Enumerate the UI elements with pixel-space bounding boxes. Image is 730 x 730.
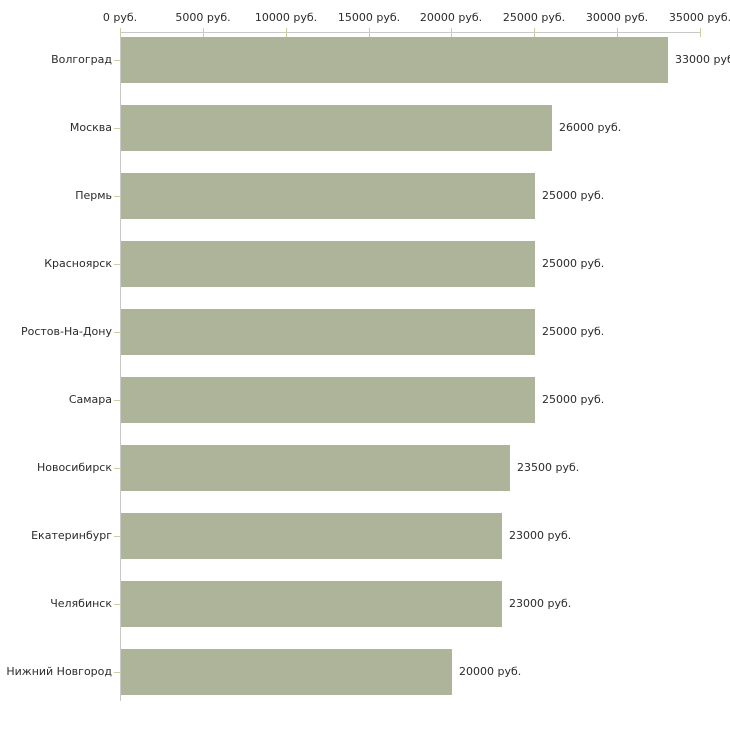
category-label: Самара — [68, 393, 112, 406]
category-tick-mark — [114, 672, 120, 673]
value-label: 25000 руб. — [542, 257, 605, 270]
category-label: Москва — [69, 121, 112, 134]
value-label: 25000 руб. — [542, 189, 605, 202]
x-tick-mark — [617, 28, 618, 37]
category-tick-mark — [114, 604, 120, 605]
category-tick-mark — [114, 264, 120, 265]
x-tick-label: 15000 руб. — [337, 11, 401, 24]
category-label: Волгоград — [51, 53, 112, 66]
bar — [121, 37, 668, 83]
category-tick-mark — [114, 332, 120, 333]
bar — [121, 241, 535, 287]
category-label: Нижний Новгород — [6, 665, 112, 678]
value-label: 25000 руб. — [542, 325, 605, 338]
category-tick-mark — [114, 196, 120, 197]
category-label: Красноярск — [44, 257, 112, 270]
y-axis-line — [120, 32, 121, 701]
bar — [121, 105, 552, 151]
value-label: 23500 руб. — [517, 461, 580, 474]
bar — [121, 377, 535, 423]
bar — [121, 649, 452, 695]
category-tick-mark — [114, 468, 120, 469]
x-tick-label: 0 руб. — [102, 11, 138, 24]
category-label: Пермь — [75, 189, 112, 202]
x-tick-mark — [451, 28, 452, 37]
x-tick-mark — [286, 28, 287, 37]
category-label: Челябинск — [50, 597, 112, 610]
category-tick-mark — [114, 128, 120, 129]
bar — [121, 445, 510, 491]
x-tick-mark — [203, 28, 204, 37]
category-label: Ростов-На-Дону — [20, 325, 112, 338]
value-label: 20000 руб. — [459, 665, 522, 678]
x-tick-mark — [534, 28, 535, 37]
x-tick-mark — [369, 28, 370, 37]
value-label: 23000 руб. — [509, 597, 572, 610]
value-label: 25000 руб. — [542, 393, 605, 406]
value-label: 23000 руб. — [509, 529, 572, 542]
x-tick-mark — [120, 28, 121, 37]
category-tick-mark — [114, 400, 120, 401]
value-label: 26000 руб. — [559, 121, 622, 134]
value-label: 33000 руб — [675, 53, 730, 66]
x-tick-label: 35000 руб. — [668, 11, 730, 24]
bar — [121, 173, 535, 219]
x-tick-label: 20000 руб. — [419, 11, 483, 24]
category-tick-mark — [114, 60, 120, 61]
category-tick-mark — [114, 536, 120, 537]
x-tick-mark — [700, 28, 701, 37]
category-label: Екатеринбург — [31, 529, 112, 542]
x-tick-label: 30000 руб. — [585, 11, 649, 24]
category-label: Новосибирск — [36, 461, 112, 474]
x-axis-line — [120, 32, 701, 33]
bar — [121, 581, 502, 627]
bar — [121, 513, 502, 559]
bar — [121, 309, 535, 355]
x-tick-label: 5000 руб. — [175, 11, 231, 24]
x-tick-label: 10000 руб. — [254, 11, 318, 24]
x-tick-label: 25000 руб. — [502, 11, 566, 24]
